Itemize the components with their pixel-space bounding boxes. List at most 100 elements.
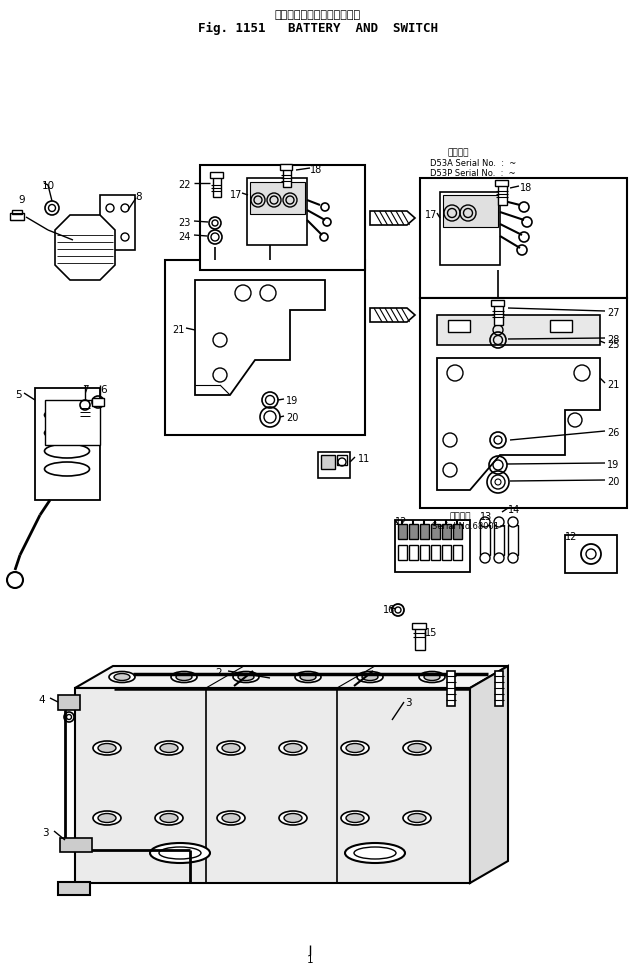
Text: 20: 20: [607, 477, 619, 487]
Text: 12: 12: [565, 532, 577, 542]
Text: 適用号機: 適用号機: [450, 512, 471, 521]
Text: 12: 12: [395, 517, 408, 527]
Ellipse shape: [341, 741, 369, 755]
Ellipse shape: [45, 444, 90, 458]
Text: 21: 21: [172, 325, 184, 335]
Ellipse shape: [403, 741, 431, 755]
Bar: [448, 320, 470, 332]
Bar: [280, 164, 292, 170]
Bar: [45, 400, 100, 445]
Text: 18: 18: [520, 183, 533, 193]
Text: D53A Serial No.  :  ~: D53A Serial No. : ~: [430, 159, 516, 168]
Bar: [431, 524, 440, 539]
Ellipse shape: [295, 672, 321, 682]
Polygon shape: [440, 192, 500, 265]
Circle shape: [494, 517, 504, 527]
Text: 11: 11: [358, 454, 370, 464]
Ellipse shape: [98, 814, 116, 823]
Ellipse shape: [357, 672, 383, 682]
Text: 1: 1: [306, 955, 313, 965]
Bar: [420, 178, 627, 298]
Text: 26: 26: [607, 428, 619, 438]
Polygon shape: [437, 315, 600, 345]
Circle shape: [508, 517, 518, 527]
Text: 15: 15: [425, 628, 438, 638]
Text: 19: 19: [286, 396, 298, 406]
Text: 17: 17: [425, 210, 438, 220]
Text: Serial No.68001~: Serial No.68001~: [432, 522, 506, 531]
Ellipse shape: [424, 673, 440, 680]
Ellipse shape: [222, 743, 240, 753]
Text: D53P Serial No.  :  ~: D53P Serial No. : ~: [430, 169, 515, 178]
Bar: [92, 398, 104, 406]
Text: バッテリ　および　スイッチ: バッテリ および スイッチ: [275, 10, 361, 20]
Polygon shape: [370, 308, 415, 322]
Bar: [420, 524, 429, 539]
Bar: [447, 671, 455, 706]
Circle shape: [494, 553, 504, 563]
Bar: [495, 671, 503, 706]
Text: 18: 18: [310, 165, 322, 175]
Polygon shape: [437, 358, 600, 490]
Ellipse shape: [419, 672, 445, 682]
Bar: [420, 545, 429, 560]
Bar: [508, 525, 518, 555]
Ellipse shape: [284, 814, 302, 823]
Text: 6: 6: [100, 385, 106, 395]
Bar: [395, 520, 470, 572]
Text: 28: 28: [607, 335, 619, 345]
Text: 21: 21: [607, 380, 619, 390]
Ellipse shape: [45, 462, 90, 476]
Bar: [550, 320, 572, 332]
Text: 適用号機: 適用号機: [447, 148, 468, 157]
Text: 3: 3: [42, 828, 48, 838]
Bar: [494, 525, 504, 555]
Text: 17: 17: [230, 190, 242, 200]
Text: 3: 3: [405, 698, 412, 708]
Ellipse shape: [408, 814, 426, 823]
Ellipse shape: [300, 673, 316, 680]
Polygon shape: [75, 666, 508, 688]
Polygon shape: [318, 452, 350, 478]
Polygon shape: [35, 388, 100, 500]
Text: 8: 8: [135, 192, 141, 202]
Bar: [491, 300, 504, 306]
Text: 16: 16: [383, 605, 395, 615]
Bar: [453, 524, 462, 539]
Ellipse shape: [362, 673, 378, 680]
Bar: [498, 183, 507, 205]
Text: 4: 4: [38, 695, 45, 705]
Text: 7: 7: [82, 385, 89, 395]
Bar: [453, 545, 462, 560]
Polygon shape: [370, 211, 415, 225]
Ellipse shape: [217, 741, 245, 755]
Ellipse shape: [176, 673, 192, 680]
Bar: [443, 195, 498, 227]
Text: Fig. 1151   BATTERY  AND  SWITCH: Fig. 1151 BATTERY AND SWITCH: [198, 22, 438, 35]
Ellipse shape: [45, 426, 90, 440]
Bar: [60, 838, 92, 852]
Bar: [480, 525, 490, 555]
Text: 10: 10: [42, 181, 55, 191]
Bar: [321, 455, 335, 469]
Bar: [200, 165, 365, 270]
Bar: [420, 298, 627, 508]
Bar: [431, 545, 440, 560]
Ellipse shape: [346, 743, 364, 753]
Ellipse shape: [354, 847, 396, 859]
Ellipse shape: [403, 811, 431, 825]
Polygon shape: [470, 666, 508, 883]
Ellipse shape: [171, 672, 197, 682]
Text: 23: 23: [178, 218, 190, 228]
Bar: [495, 180, 508, 186]
Bar: [565, 535, 617, 573]
Text: 9: 9: [18, 195, 25, 205]
Circle shape: [480, 553, 490, 563]
Polygon shape: [247, 178, 307, 245]
Ellipse shape: [233, 672, 259, 682]
Circle shape: [480, 517, 490, 527]
Text: 5: 5: [15, 390, 22, 400]
Bar: [415, 626, 425, 650]
Bar: [494, 303, 503, 325]
Text: 2: 2: [215, 668, 222, 678]
